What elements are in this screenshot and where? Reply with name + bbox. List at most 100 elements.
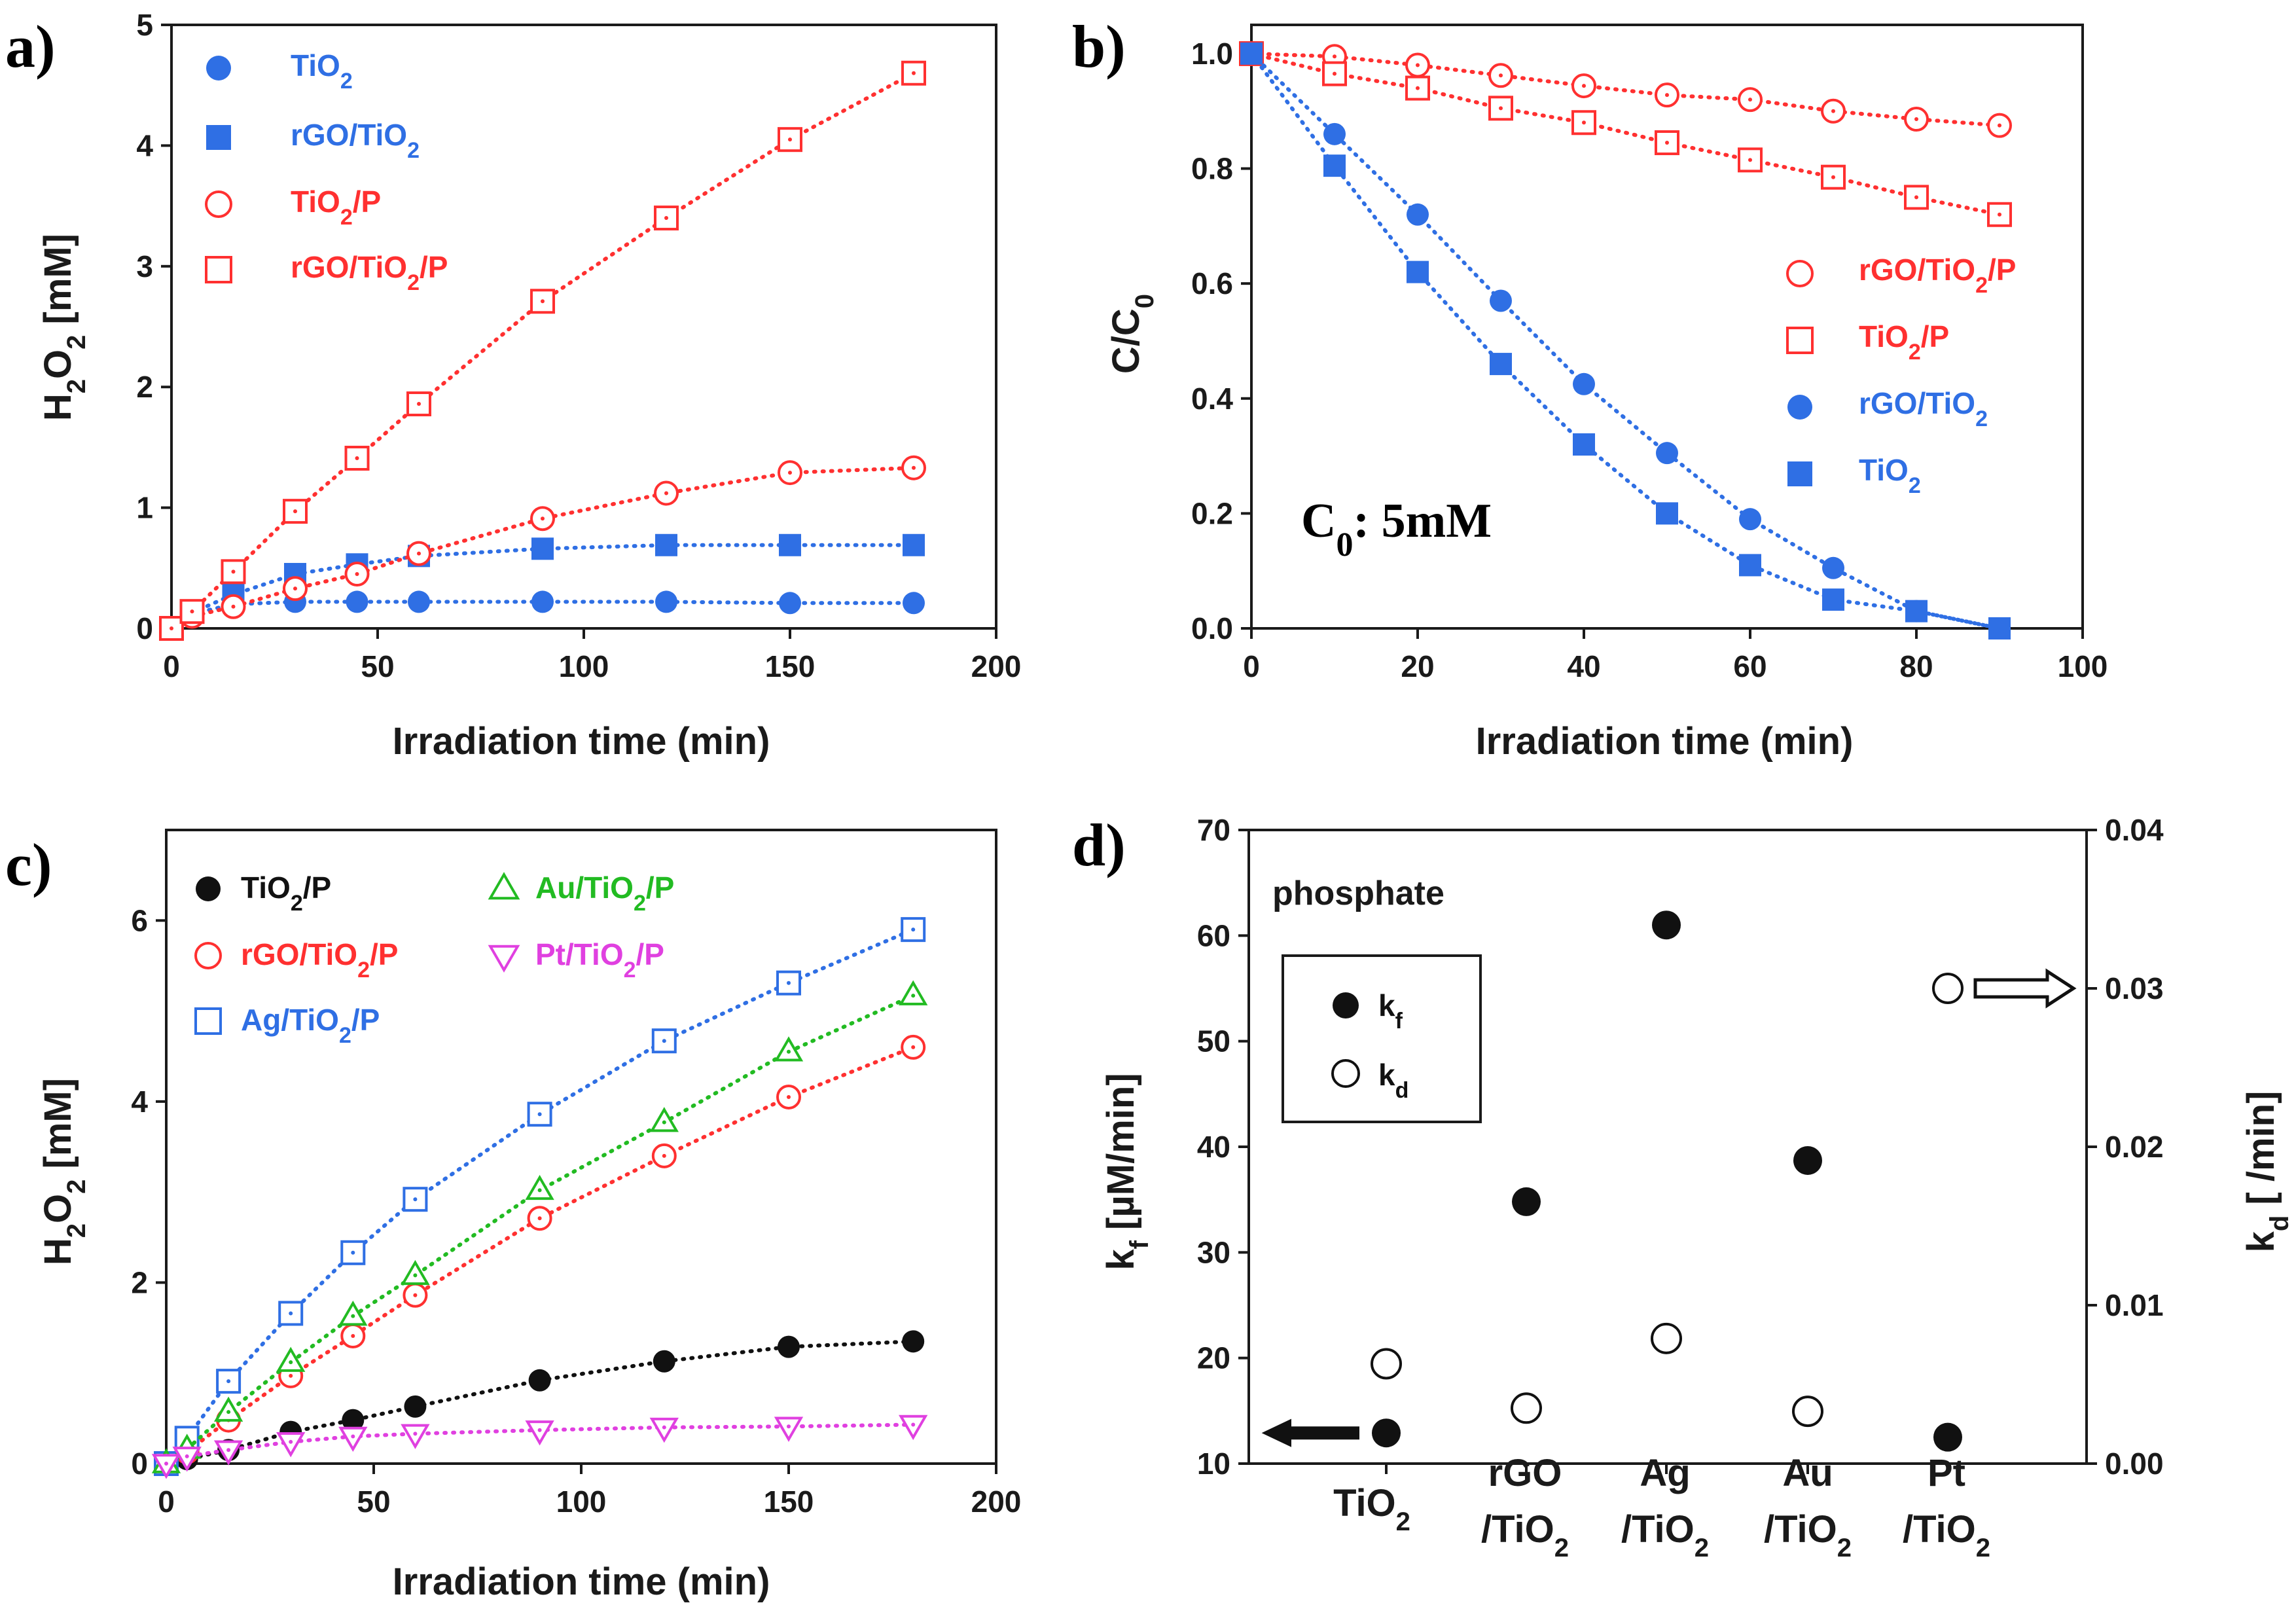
panel-b-xtick-label: 80 [1899, 649, 1933, 683]
panel-c-point-center-dot [289, 1360, 293, 1365]
panel-d-point-kd-au-tio2 [1792, 1396, 1823, 1428]
xtick-label-ag-tio2-2: /TiO2 [1621, 1508, 1709, 1562]
panel-c-point-tio2-p [778, 1335, 800, 1358]
xtick-label-pt-tio2-2: /TiO2 [1903, 1508, 1990, 1562]
panel-a-trend-line-tio2-p [170, 465, 916, 630]
panel-c: c) 0 50 100 150 200 0 2 4 6 Irradiation time (mi… [5, 829, 1021, 1603]
panel-c-point-center-dot [351, 1250, 355, 1255]
panel-c-point-center-dot [537, 1216, 542, 1221]
panel-a-point-center-dot [170, 626, 173, 630]
legend-label-ag-tio2-p: Ag/TiO2/P [241, 1003, 380, 1048]
panel-d-ytick-label: 10 [1197, 1447, 1230, 1481]
panel-d-point-kf-ag-tio2 [1652, 910, 1681, 940]
panel-c-point-center-dot [351, 1434, 355, 1439]
panel-b-trend-line-rgo-tio2-p [1249, 51, 2001, 128]
panel-d-y2tick-label: 0.03 [2105, 971, 2164, 1005]
panel-d-annotation: phosphate [1272, 874, 1444, 912]
panel-a-xlabel: Irradiation time (min) [393, 720, 770, 763]
panel-c-point-au-tio2-p [525, 1174, 554, 1200]
panel-c-point-center-dot [185, 1454, 189, 1458]
panel-c-legend-marker-au-tio2-p [488, 872, 520, 900]
panel-a-point-tio2 [779, 592, 801, 615]
panel-a-point-center-dot [664, 491, 668, 496]
panel-b-xlabel: Irradiation time (min) [1476, 720, 1854, 763]
panel-d-ytick-label: 60 [1197, 918, 1230, 952]
panel-c-point-pt-tio2-p [899, 1415, 928, 1441]
panel-c-point-center-dot [662, 1120, 666, 1125]
panel-c-ylabel: H2O2 [mM] [37, 1078, 91, 1265]
panel-b-point-center-dot [1582, 120, 1586, 125]
panel-b-legend-marker-rgo-tio2-p [1786, 260, 1814, 287]
panel-b-point-tio2 [1240, 42, 1263, 65]
panel-a-series-rgo-tio2 [160, 533, 925, 640]
panel-a-ytick-label: 4 [136, 128, 153, 162]
panel-c-xtick-label: 0 [158, 1485, 175, 1519]
panel-c-point-tio2-p [404, 1395, 427, 1418]
legend-label-rgo-tio2-p: rGO/TiO2/P [291, 250, 448, 295]
panel-b-legend-marker-rgo-tio2 [1787, 395, 1812, 420]
panel-c-point-center-dot [289, 1373, 293, 1378]
xtick-label-rgo-tio2: rGO [1488, 1452, 1562, 1494]
panel-d-y2label: kd [ /min] [2240, 1091, 2294, 1253]
panel-c-point-center-dot [787, 1049, 791, 1054]
panel-d-point-kf-pt-tio2 [1933, 1422, 1962, 1452]
panel-c-point-au-tio2-p [899, 980, 928, 1005]
panel-c-point-center-dot [537, 1428, 542, 1432]
panel-d-y2tick-label: 0.01 [2105, 1288, 2164, 1322]
panel-a-point-tio2 [346, 590, 368, 613]
panel-a-series-rgo-tio2-p [159, 60, 926, 641]
panel-b-ylabel: C/C0 [1105, 294, 1159, 374]
panel-c-point-center-dot [662, 1153, 666, 1158]
panel-a-point-center-dot [912, 71, 916, 75]
panel-a-point-tio2 [531, 590, 554, 613]
panel-a-point-tio2 [903, 592, 925, 615]
panel-b-point-center-dot [1333, 54, 1336, 59]
panel-b-point-center-dot [1665, 93, 1669, 98]
panel-c-point-center-dot [413, 1197, 418, 1202]
panel-d-legend-marker-kd [1331, 1059, 1360, 1088]
panel-a-point-center-dot [788, 471, 792, 475]
panel-b-trend-line-tio2-p [1249, 51, 2001, 217]
legend-label-tio2: TiO2 [1859, 453, 1921, 498]
panel-c-legend-marker-tio2-p [196, 876, 221, 901]
panel-a-point-center-dot [664, 216, 668, 221]
panel-a-point-center-dot [417, 402, 421, 406]
panel-b-point-tio2 [1490, 353, 1512, 376]
panel-b-point-center-dot [1831, 175, 1835, 179]
panel-c-xlabel: Irradiation time (min) [393, 1560, 770, 1603]
panel-c-point-pt-tio2-p [172, 1447, 202, 1472]
panel-c-point-pt-tio2-p [276, 1432, 306, 1458]
panel-c-xtick-label: 150 [764, 1485, 814, 1519]
panel-d-ytick-label: 30 [1197, 1235, 1230, 1269]
panel-a-legend-marker-rgo-tio2-p [205, 256, 232, 283]
panel-a-xtick-label: 0 [163, 649, 180, 683]
panel-b-point-center-dot [1914, 117, 1918, 122]
panel-c-series-pt-tio2-p [151, 1415, 928, 1479]
panel-b-point-rgo-tio2 [1573, 372, 1595, 395]
panel-d-y2tick-label: 0.04 [2105, 813, 2164, 847]
panel-b-point-tio2 [1822, 588, 1844, 611]
panel-a-xtick-label: 200 [971, 649, 1022, 683]
panel-b-xtick-label: 60 [1733, 649, 1767, 683]
xtick-label-au-tio2: Au [1782, 1452, 1833, 1494]
panel-d-ytick-label: 50 [1197, 1024, 1230, 1058]
panel-a-ytick-label: 5 [136, 8, 153, 42]
panel-b-point-center-dot [1998, 123, 2001, 128]
xtick-label-tio2: TiO2 [1333, 1482, 1410, 1536]
panel-b-point-center-dot [1333, 71, 1336, 76]
panel-c-ytick-label: 0 [131, 1447, 148, 1481]
panel-d-legend: kf kd [1378, 988, 1408, 1103]
panel-c-trend-line-rgo-tio2-p [164, 1045, 916, 1466]
panel-b-point-center-dot [1831, 109, 1835, 113]
panel-a-point-center-dot [541, 299, 545, 304]
panel-b-ytick-label: 0.4 [1191, 382, 1233, 416]
panel-d-point-kd-tio2 [1371, 1348, 1402, 1380]
panel-d-y2tick-label: 0.02 [2105, 1130, 2164, 1164]
panel-c-point-pt-tio2-p [401, 1424, 430, 1449]
legend-label-rgo-tio2-p: rGO/TiO2/P [1859, 253, 2016, 298]
panel-b-plot-frame [1250, 24, 2084, 630]
panel-a-ytick-label: 0 [136, 611, 153, 645]
legend-label-rgo-tio2: rGO/TiO2 [291, 118, 420, 163]
xtick-label-rgo-tio2-2: /TiO2 [1481, 1508, 1569, 1562]
panel-a-ytick-label: 3 [136, 249, 153, 283]
